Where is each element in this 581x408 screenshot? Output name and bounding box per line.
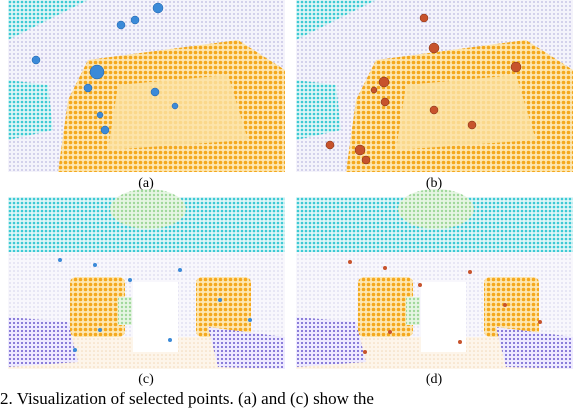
panel-a [8,0,285,172]
figure-caption: 2. Visualization of selected points. (a)… [0,389,374,408]
panel-label: (b) [426,176,443,191]
panel-b [296,0,573,172]
figure: (a) (b) (c) (d) 2. Visualization of sele… [0,0,581,408]
panel-label: (a) [138,176,154,191]
panel-label: (c) [138,372,154,387]
panel-d [296,189,573,369]
panel-c [8,189,285,369]
panel-label: (d) [426,372,443,387]
